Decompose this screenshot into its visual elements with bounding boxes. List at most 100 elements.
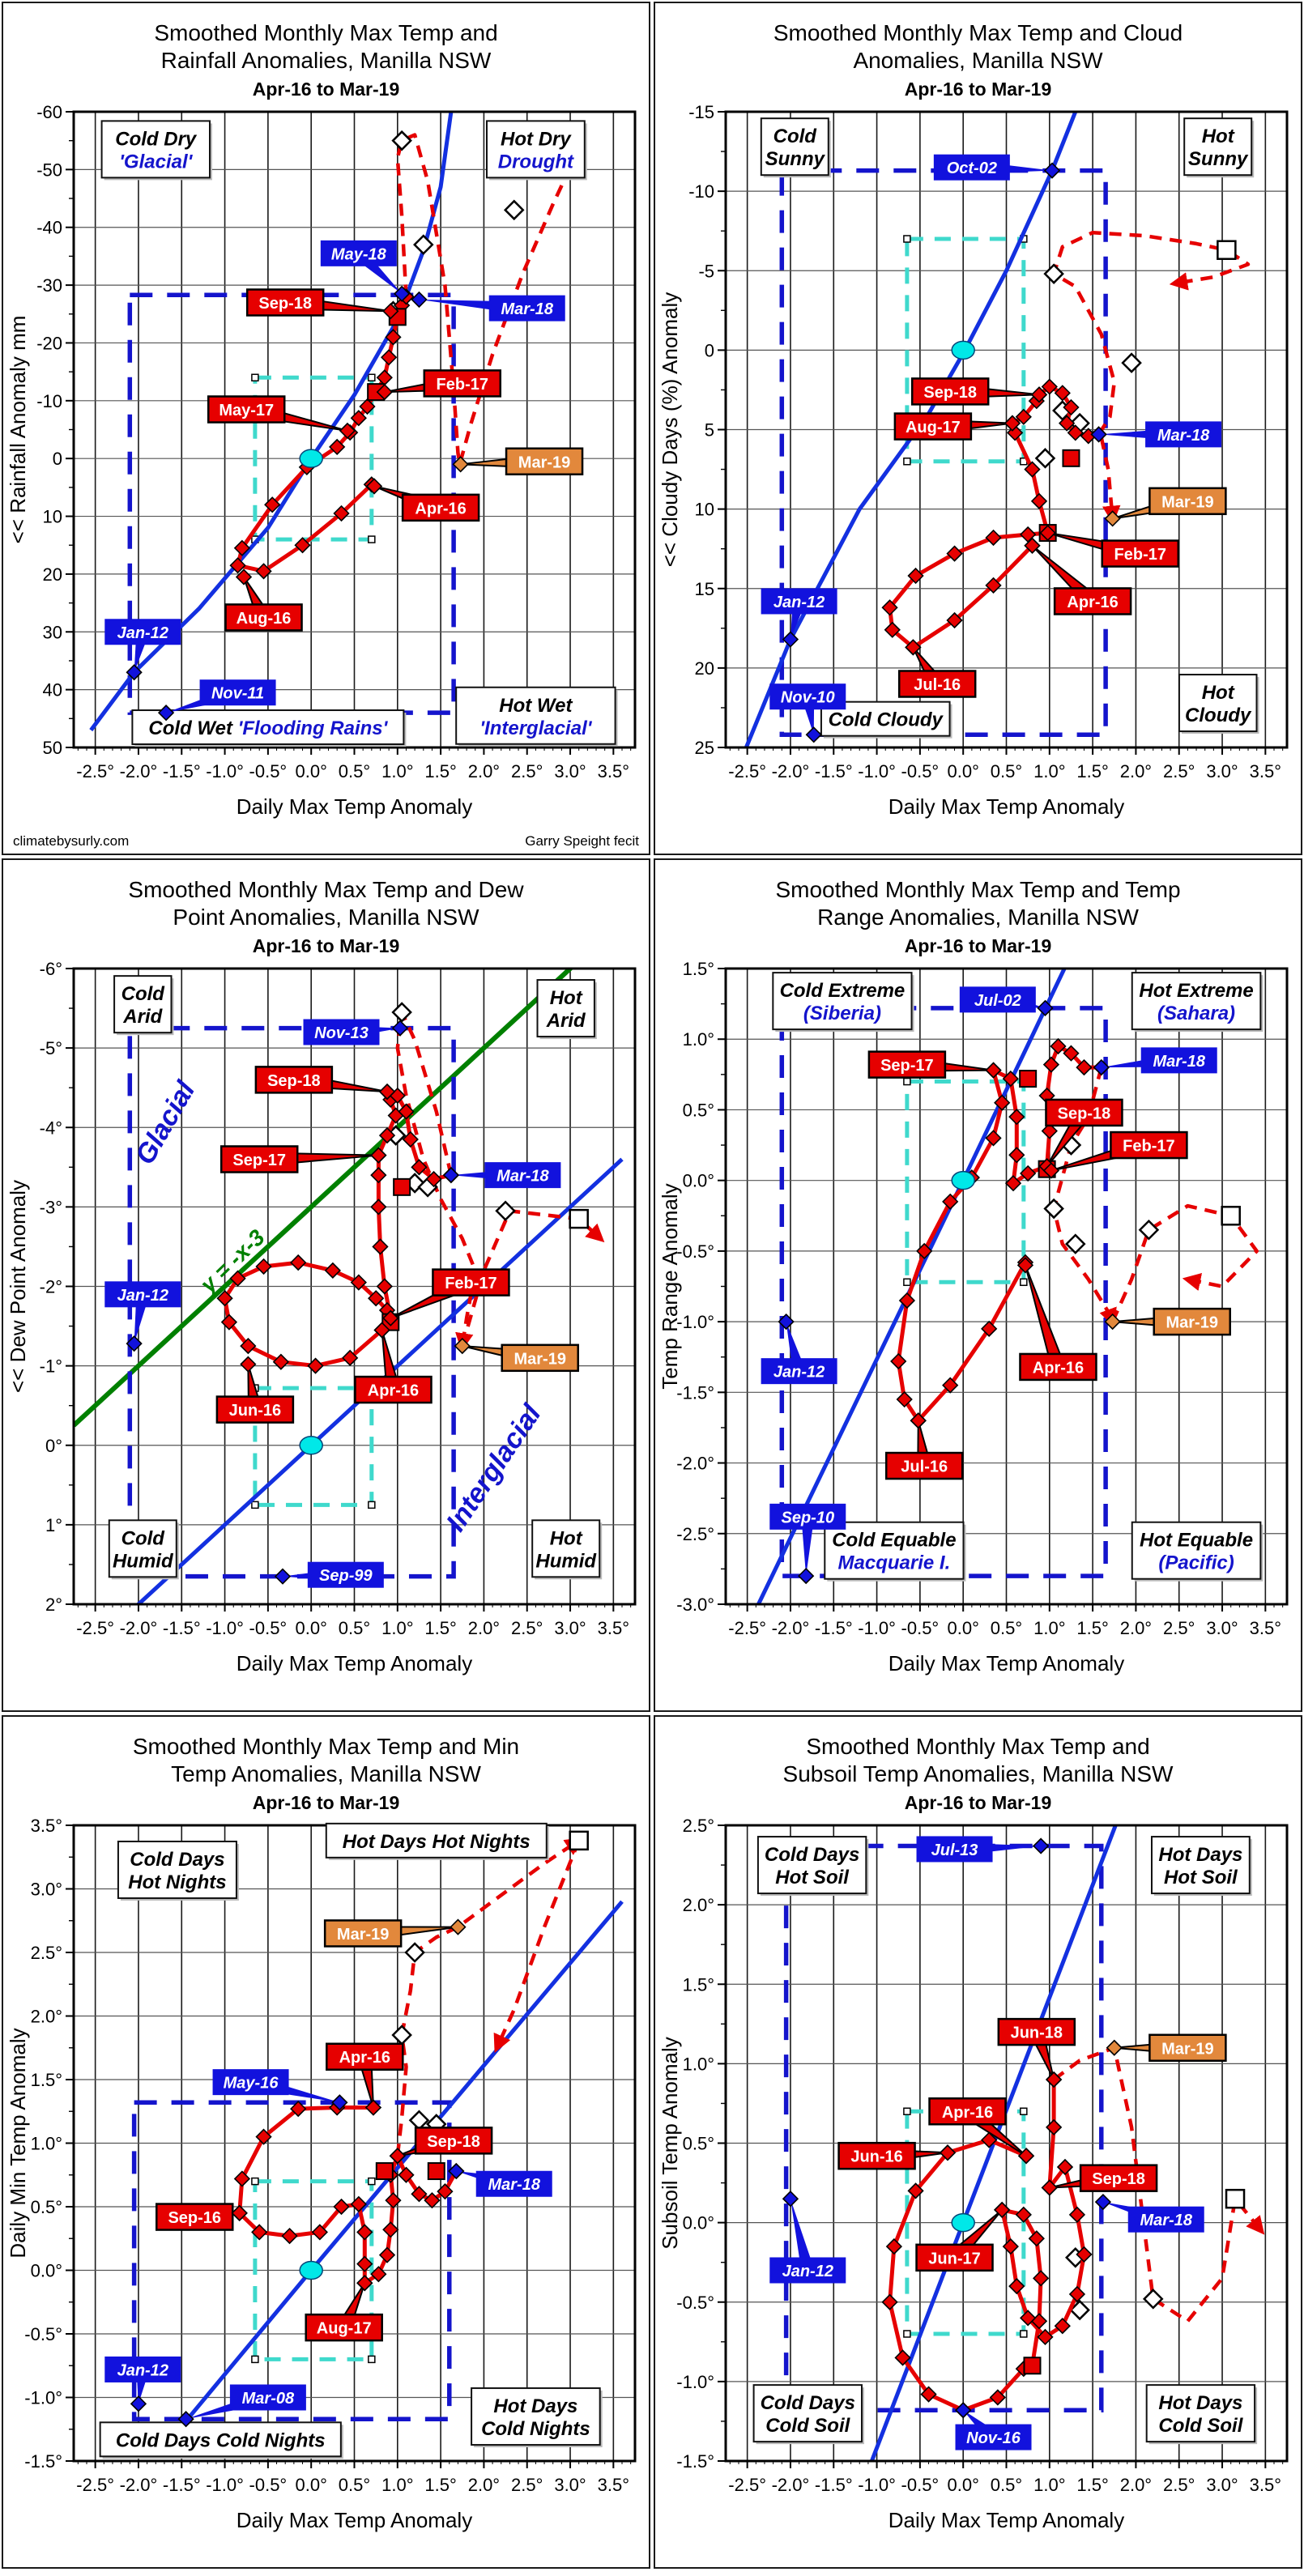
red-diamond-marker (1008, 1147, 1025, 1164)
white-diamond-marker (1138, 1220, 1160, 1241)
callout-point-marker (994, 2202, 1011, 2219)
callout-point-marker (364, 2099, 382, 2116)
quadrant-label: Cold Nights (481, 2418, 590, 2440)
y-tick-label: -1.0° (676, 2372, 714, 2392)
red-diamond-marker (350, 2196, 367, 2213)
quadrant-label: Hot (1202, 682, 1235, 704)
red-diamond-marker (885, 2238, 903, 2255)
callout-label: Mar-18 (501, 300, 553, 318)
callout-box (219, 1145, 299, 1174)
callout-label: Apr-16 (942, 2104, 993, 2122)
callout-box (305, 2314, 383, 2342)
red-diamond-marker (1063, 399, 1080, 416)
callout-point-marker (177, 2411, 194, 2428)
callout-point-marker (1017, 2148, 1035, 2165)
x-tick-label: -2.5° (728, 1618, 766, 1638)
quadrant-label: Cold Soil (1158, 2415, 1243, 2437)
range-corner-marker (368, 2355, 376, 2364)
quadrant-box (455, 687, 616, 746)
origin-marker (951, 1171, 975, 1190)
callout-box (1101, 539, 1180, 568)
range-corner-marker (903, 235, 911, 244)
callout-label: Aug-16 (237, 610, 292, 628)
y-tick-label: -60 (36, 102, 62, 122)
y-tick-label: -1.5° (676, 1383, 714, 1403)
callout-label: Jan-12 (117, 1287, 168, 1305)
quadrant-box (1145, 2384, 1256, 2443)
callout-box (484, 1162, 561, 1189)
series-dashed-red (1052, 2046, 1265, 2323)
red-diamond-marker (1008, 2278, 1025, 2295)
y-tick-label: -2.0° (676, 1454, 714, 1474)
callout-point-marker (1004, 415, 1021, 432)
red-diamond-marker (233, 539, 251, 557)
callout-box (915, 2243, 994, 2272)
data-layer (756, 969, 1259, 1605)
callout-label: Sep-10 (781, 1509, 834, 1527)
range-corner-marker (903, 1278, 911, 1287)
x-tick-label: 3.0° (554, 1618, 586, 1638)
callout-label: Aug-17 (906, 419, 961, 436)
white-diamond-marker (413, 234, 434, 256)
x-tick-label: 0.0° (947, 2475, 978, 2495)
red-diamond-marker (240, 1338, 257, 1355)
callout-label: Sep-99 (319, 1568, 373, 1586)
x-tick-label: 3.5° (1250, 761, 1281, 781)
callout-label: Sep-18 (258, 295, 312, 313)
quadrant-box (536, 979, 595, 1038)
range-corner-marker (903, 2330, 911, 2339)
callout-point-marker (1093, 1059, 1110, 1076)
x-tick-label: 3.0° (1206, 1618, 1238, 1638)
callout-label: Oct-02 (947, 160, 997, 178)
range-corner-marker (368, 2178, 376, 2186)
red-diamond-marker (311, 2224, 328, 2241)
red-diamond-marker (378, 1127, 396, 1144)
callout-label: Mar-19 (1161, 2041, 1213, 2059)
red-diamond-marker (294, 537, 311, 554)
red-diamond-marker (1054, 2318, 1071, 2335)
red-diamond-marker (1028, 2230, 1045, 2247)
red-diamond-marker (356, 2224, 373, 2241)
red-diamond-marker (264, 496, 281, 513)
x-tick-label: 0.5° (991, 761, 1022, 781)
x-tick-label: -1.5° (815, 761, 853, 781)
y-tick-label: 2.5° (31, 1943, 62, 1963)
red-diamond-marker (229, 1270, 246, 1288)
red-diamond-marker (368, 1290, 385, 1307)
x-tick-label: 3.0° (1206, 2475, 1238, 2495)
callout-point-marker (411, 292, 428, 309)
x-tick-label: 2.0° (468, 2475, 500, 2495)
red-square-marker (1062, 449, 1080, 468)
panel-subtitle: Apr-16 to Mar-19 (904, 1792, 1052, 1814)
red-diamond-marker (378, 2246, 396, 2264)
quadrant-label: Hot (550, 987, 583, 1009)
quadrant-box (113, 975, 173, 1034)
red-diamond-marker (1030, 492, 1048, 510)
callout-tail (801, 1516, 815, 1577)
origin-marker (951, 2213, 975, 2233)
red-diamond-marker (1008, 1109, 1025, 1126)
callout-box (997, 2018, 1076, 2046)
x-tick-label: -2.5° (728, 761, 766, 781)
range-corner-marker (251, 2178, 259, 2186)
callout-label: Jul-16 (914, 676, 961, 694)
red-diamond-marker (398, 1103, 415, 1121)
callout-point-marker (126, 664, 143, 681)
callout-box (432, 1268, 510, 1297)
callout-point-marker (394, 285, 411, 303)
callout-point-marker (376, 384, 393, 401)
callout-point-marker (955, 2402, 972, 2419)
y-tick-label: 0 (53, 449, 62, 469)
red-diamond-marker (251, 2224, 268, 2241)
origin-marker (299, 2261, 323, 2280)
quadrant-label: 'Interglacial' (479, 717, 592, 739)
range-corner-marker (1020, 2330, 1028, 2339)
callout-box (1145, 421, 1222, 448)
callout-label: Jun-16 (850, 2148, 902, 2166)
callout-box (1148, 487, 1227, 516)
red-diamond-marker (385, 2192, 402, 2209)
panel-cloud: Smoothed Monthly Max Temp and Cloud Anoma… (654, 2, 1302, 855)
quadrant-label: Cold Extreme (780, 980, 906, 1002)
x-tick-label: 0.5° (339, 1618, 370, 1638)
x-tick-label: -2.0° (120, 761, 158, 781)
